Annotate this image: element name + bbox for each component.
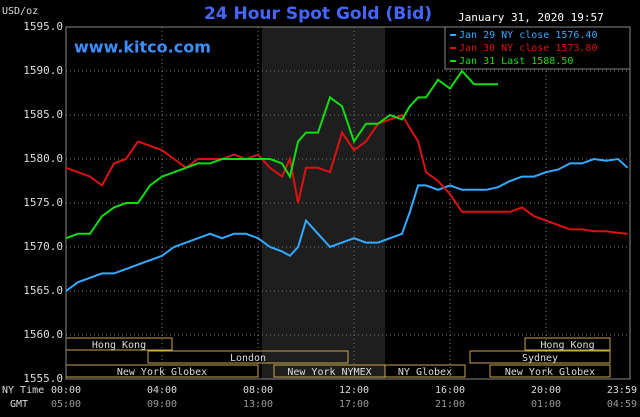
x-tick-label: 08:00 — [243, 385, 273, 396]
legend-label: Jan 29 NY close 1576.40 — [459, 30, 597, 41]
x-tick-label: 04:00 — [147, 385, 177, 396]
y-tick-label: 1555.0 — [23, 372, 63, 385]
plot-frame — [65, 26, 631, 380]
x2-tick-label: 21:00 — [435, 399, 465, 410]
session-label: New York Globex — [117, 367, 207, 378]
series-line — [65, 113, 628, 235]
x-axis-label: NY Time — [2, 385, 44, 396]
x2-tick-label: 05:00 — [51, 399, 81, 410]
session-label: Hong Kong — [540, 340, 594, 351]
x2-tick-label: 17:00 — [339, 399, 369, 410]
x-tick-label: 20:00 — [531, 385, 561, 396]
session-box — [469, 350, 611, 364]
watermark: www.kitco.com — [74, 38, 211, 57]
session-label: New York Globex — [505, 367, 595, 378]
x2-tick-label: 01:00 — [531, 399, 561, 410]
y-tick-label: 1595.0 — [23, 20, 63, 33]
x-tick-label: 12:00 — [339, 385, 369, 396]
x2-tick-label: 04:59 — [607, 399, 637, 410]
session-label: London — [230, 353, 266, 364]
x-tick-label: 16:00 — [435, 385, 465, 396]
y-tick-label: 1575.0 — [23, 196, 63, 209]
x-tick-label: 00:00 — [51, 385, 81, 396]
y-tick-label: 1590.0 — [23, 64, 63, 77]
timestamp: January 31, 2020 19:57 — [458, 11, 604, 24]
legend-label: Jan 31 Last 1588.50 — [459, 56, 573, 67]
x2-tick-label: 13:00 — [243, 399, 273, 410]
session-box — [384, 364, 466, 378]
y-tick-label: 1585.0 — [23, 108, 63, 121]
legend-label: Jan 30 NY close 1573.80 — [459, 43, 597, 54]
session-box — [524, 337, 611, 351]
y-tick-label: 1580.0 — [23, 152, 63, 165]
y-tick-label: 1565.0 — [23, 284, 63, 297]
session-label: NY Globex — [398, 367, 452, 378]
chart-title: 24 Hour Spot Gold (Bid) — [204, 4, 432, 24]
series-line — [65, 157, 629, 292]
session-label: Hong Kong — [92, 340, 146, 351]
x2-tick-label: 09:00 — [147, 399, 177, 410]
session-label: New York NYMEX — [287, 367, 371, 378]
y-tick-label: 1560.0 — [23, 328, 63, 341]
x-tick-label: 23:59 — [607, 385, 637, 396]
y-axis-label: USD/oz — [2, 6, 38, 17]
legend-box — [444, 26, 631, 70]
x2-axis-label: GMT — [10, 399, 28, 410]
session-label: Sydney — [522, 353, 558, 364]
series-line — [65, 69, 498, 240]
session-box — [147, 350, 349, 364]
y-tick-label: 1570.0 — [23, 240, 63, 253]
session-box — [489, 364, 611, 378]
